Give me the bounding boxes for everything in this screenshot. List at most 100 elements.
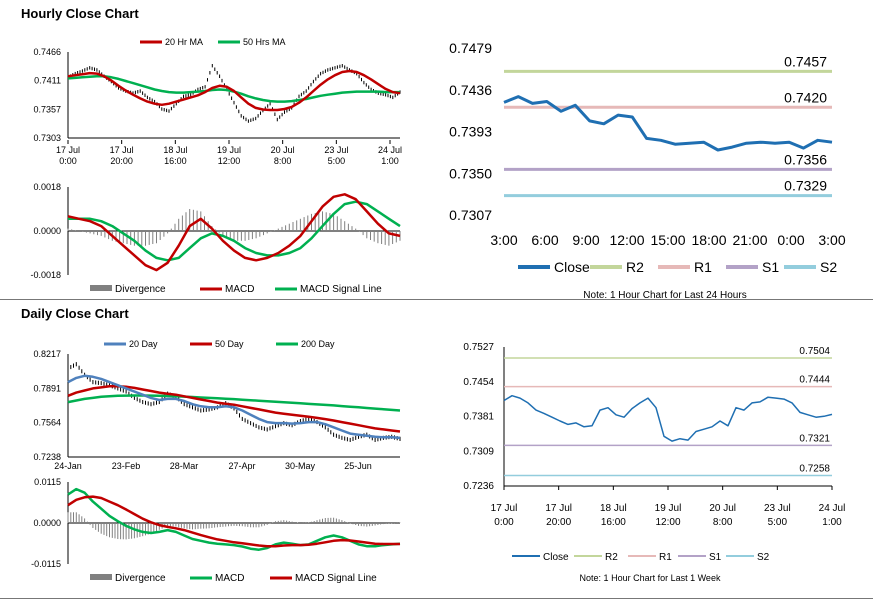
level-label-r2: 0.7457 [784, 53, 827, 69]
x-tick-label: 17 Jul [545, 503, 572, 514]
ma200-line [67, 394, 401, 412]
bottom-divider [0, 598, 873, 599]
hourly-macd-chart: 0.0018 0.0000 -0.0018 Divergence MACD MACD Si… [30, 182, 401, 295]
legend-label: MACD Signal Line [300, 284, 382, 295]
x-tick-label: 17 Jul [110, 145, 134, 155]
x-tick-label: 12:00 [655, 517, 680, 528]
daily-section-title: Daily Close Chart [21, 306, 129, 321]
y-tick-label: 0.7454 [463, 377, 494, 388]
x-tick-label: 8:00 [713, 517, 733, 528]
y-tick-label: 0.0018 [33, 182, 61, 192]
x-tick-label: 0:00 [494, 517, 514, 528]
y-tick-label: 0.0000 [33, 518, 61, 528]
x-tick-label: 27-Apr [228, 461, 255, 471]
x-tick-label: 25-Jun [344, 461, 372, 471]
y-tick-label: 0.7466 [33, 47, 61, 57]
x-tick-label: 18:00 [691, 232, 726, 248]
y-tick-label: 0.7357 [33, 104, 61, 114]
y-tick-label: 0.7303 [33, 133, 61, 143]
legend-label: Divergence [115, 573, 166, 584]
x-tick-label: 30-May [285, 461, 316, 471]
x-tick-label: 24-Jan [54, 461, 82, 471]
signal-line [67, 495, 400, 548]
y-tick-label: 0.7527 [463, 342, 494, 353]
legend-label: S2 [757, 552, 770, 563]
ma50-line [67, 75, 400, 103]
y-tick-label: 0.7411 [34, 76, 61, 86]
y-tick-label: -0.0115 [31, 559, 61, 569]
ma20-line [67, 374, 401, 440]
legend-label: Close [543, 552, 569, 563]
x-tick-label: 3:00 [490, 232, 517, 248]
legend-label: 20 Day [129, 339, 158, 349]
x-tick-label: 20 Jul [271, 145, 295, 155]
x-tick-label: 24 Jul [378, 145, 402, 155]
legend-label: R2 [626, 259, 644, 275]
legend-label: R1 [694, 259, 712, 275]
legend-label: 50 Hrs MA [243, 37, 286, 47]
hourly-section-title: Hourly Close Chart [21, 6, 139, 21]
y-tick-label: 0.7479 [449, 40, 492, 56]
x-tick-label: 0:00 [777, 232, 804, 248]
close-line [503, 394, 833, 442]
legend-swatch [90, 574, 112, 580]
x-tick-label: 16:00 [601, 517, 626, 528]
x-tick-label: 3:00 [818, 232, 845, 248]
hourly-24h-chart: 0.7479 0.7436 0.7393 0.7350 0.7307 0.7457 0.74… [449, 40, 846, 301]
ma20-line [67, 69, 401, 112]
y-tick-label: 0.7393 [449, 124, 492, 140]
legend-label: Close [554, 259, 590, 275]
x-tick-label: 18 Jul [163, 145, 187, 155]
macd-line [67, 487, 401, 551]
x-tick-label: 23-Feb [112, 461, 141, 471]
legend-label: MACD [225, 284, 254, 295]
y-tick-label: 0.7381 [463, 412, 494, 423]
y-tick-label: 0.0115 [34, 477, 61, 487]
y-tick-label: 0.7350 [449, 165, 492, 181]
legend-label: 200 Day [301, 339, 335, 349]
macd-line [67, 193, 401, 272]
legend-label: 20 Hr MA [165, 37, 203, 47]
y-tick-label: 0.7436 [449, 82, 492, 98]
legend-label: MACD Signal Line [295, 573, 377, 584]
legend-label: S1 [762, 259, 779, 275]
x-tick-label: 1:00 [381, 156, 399, 166]
x-tick-label: 24 Jul [819, 503, 846, 514]
x-tick-label: 20:00 [546, 517, 571, 528]
x-tick-label: 17 Jul [56, 145, 80, 155]
legend-label: Divergence [115, 284, 166, 295]
x-tick-label: 16:00 [164, 156, 187, 166]
x-tick-label: 28-Mar [170, 461, 199, 471]
y-tick-label: 0.7564 [33, 418, 61, 428]
x-tick-label: 20:00 [110, 156, 133, 166]
x-tick-label: 6:00 [531, 232, 558, 248]
legend-label: 50 Day [215, 339, 244, 349]
y-tick-label: 0.7307 [449, 207, 492, 223]
x-tick-label: 9:00 [572, 232, 599, 248]
y-tick-label: 0.7236 [463, 481, 494, 492]
legend-label: R2 [605, 552, 618, 563]
x-tick-label: 20 Jul [709, 503, 736, 514]
level-label-s2: 0.7258 [799, 463, 830, 474]
x-tick-label: 18 Jul [600, 503, 627, 514]
y-tick-label: 0.8217 [33, 349, 61, 359]
legend-label: R1 [659, 552, 672, 563]
x-tick-label: 5:00 [328, 156, 346, 166]
level-label-r1: 0.7444 [799, 375, 830, 386]
x-tick-label: 12:00 [609, 232, 644, 248]
legend-label: S1 [709, 552, 722, 563]
section-divider [0, 299, 873, 300]
x-tick-label: 21:00 [732, 232, 767, 248]
daily-macd-chart: 0.0115 0.0000 -0.0115 Divergence MACD MACD Si… [31, 477, 401, 584]
chart-note: Note: 1 Hour Chart for Last 24 Hours [583, 290, 746, 301]
y-tick-label: 0.7309 [463, 446, 494, 457]
chart-note: Note: 1 Hour Chart for Last 1 Week [580, 573, 721, 583]
x-tick-label: 12:00 [218, 156, 241, 166]
y-tick-label: 0.7238 [33, 452, 61, 462]
daily-week-chart: 0.7527 0.7454 0.7381 0.7309 0.7236 0.7504 0.74… [463, 342, 846, 583]
y-tick-label: -0.0018 [30, 270, 61, 280]
x-tick-label: 19 Jul [217, 145, 241, 155]
y-tick-label: 0.0000 [33, 226, 61, 236]
